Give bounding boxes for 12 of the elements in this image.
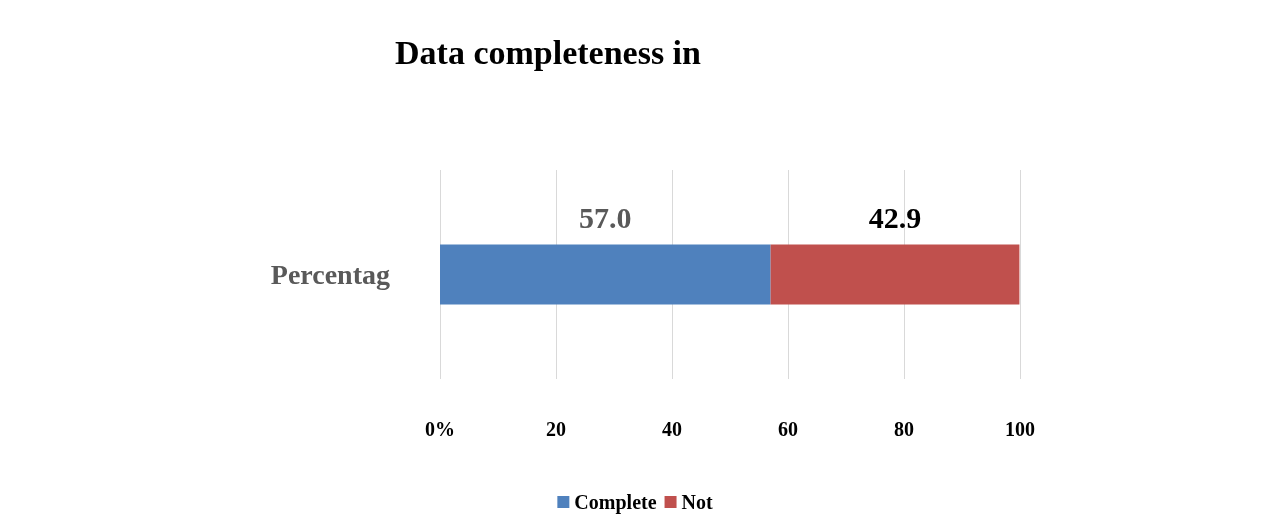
- x-tick-label: 40: [662, 418, 682, 440]
- data-label: 57.0: [579, 201, 632, 234]
- x-tick-label: 60: [778, 418, 798, 440]
- chart-title: Data completeness in: [395, 33, 702, 71]
- x-tick-label: 80: [894, 418, 914, 440]
- y-tick-label: Percentag: [270, 259, 390, 290]
- x-tick-label: 100: [1005, 418, 1035, 440]
- x-tick-label: 0%: [425, 418, 455, 440]
- legend-label: Complete: [574, 491, 657, 514]
- x-tick-label: 20: [546, 418, 566, 440]
- legend-label: Not: [681, 491, 713, 513]
- data-label: 42.9: [868, 201, 922, 234]
